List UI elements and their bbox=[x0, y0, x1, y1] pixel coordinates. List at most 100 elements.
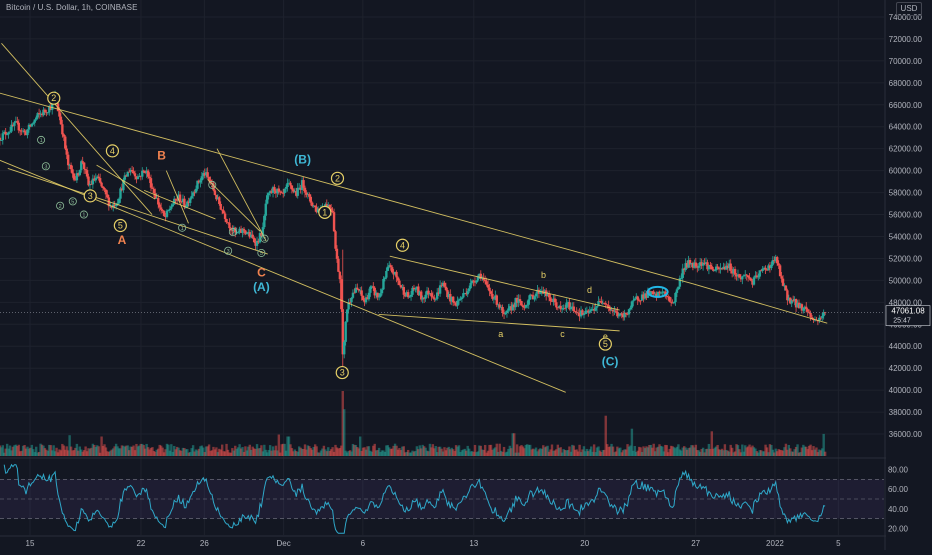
volume-bar bbox=[730, 447, 734, 456]
volume-bar bbox=[175, 446, 179, 456]
candle-body bbox=[738, 274, 741, 278]
candle-body bbox=[61, 124, 64, 135]
candle-body bbox=[751, 280, 754, 285]
volume-bar bbox=[390, 448, 394, 456]
candle-body bbox=[531, 295, 535, 300]
volume-bar bbox=[408, 452, 411, 456]
volume-bar bbox=[109, 450, 112, 456]
volume-bar bbox=[668, 448, 671, 456]
volume-bar bbox=[762, 451, 766, 456]
volume-bar bbox=[457, 445, 461, 456]
volume-bar bbox=[204, 446, 208, 456]
volume-bar bbox=[49, 445, 52, 456]
volume-bar bbox=[815, 447, 818, 456]
candle-body bbox=[700, 262, 703, 266]
volume-bar bbox=[483, 444, 487, 456]
candle-body bbox=[148, 176, 151, 179]
volume-bar bbox=[741, 444, 744, 456]
candle-body bbox=[610, 309, 613, 311]
candle-body bbox=[276, 188, 279, 194]
candle-body bbox=[620, 313, 623, 315]
candle-body bbox=[438, 285, 442, 294]
volume-bar bbox=[547, 451, 551, 456]
candle-body bbox=[754, 275, 757, 278]
candle-body bbox=[250, 234, 253, 238]
time-tick: 5 bbox=[836, 539, 841, 548]
volume-bar bbox=[125, 445, 128, 456]
volume-bar bbox=[334, 444, 337, 456]
candle-body bbox=[678, 278, 682, 287]
volume-bar bbox=[591, 451, 594, 456]
price-series bbox=[0, 90, 827, 369]
currency-button[interactable]: USD bbox=[896, 2, 922, 16]
volume-bar bbox=[794, 446, 798, 456]
volume-bar bbox=[456, 446, 459, 456]
volume-bar bbox=[466, 445, 469, 456]
candle-body bbox=[84, 169, 87, 171]
volume-bar bbox=[434, 446, 437, 456]
volume-bar bbox=[148, 449, 151, 456]
candle-body bbox=[664, 291, 667, 297]
candle-body bbox=[555, 302, 558, 308]
candle-body bbox=[23, 130, 26, 132]
volume-bar bbox=[714, 446, 718, 456]
candle-body bbox=[356, 287, 359, 290]
volume-bars bbox=[0, 391, 827, 456]
volume-bar bbox=[680, 450, 683, 456]
volume-bar bbox=[823, 451, 827, 456]
candle-body bbox=[271, 187, 275, 193]
candle-body bbox=[1, 133, 4, 141]
candle-body bbox=[39, 113, 42, 115]
candle-body bbox=[451, 296, 455, 303]
rsi-tick: 80.00 bbox=[888, 466, 909, 475]
volume-bar bbox=[533, 449, 536, 456]
candle-body bbox=[29, 124, 32, 127]
candle-body bbox=[33, 119, 36, 123]
price-tick: 42000.00 bbox=[889, 364, 923, 373]
volume-bar bbox=[189, 452, 192, 456]
candle-body bbox=[764, 267, 767, 270]
candle-body bbox=[173, 198, 176, 205]
volume-bar bbox=[286, 436, 289, 456]
candle-body bbox=[370, 286, 374, 288]
volume-bar bbox=[662, 451, 666, 456]
candle-body bbox=[20, 130, 23, 132]
candle-body bbox=[489, 291, 493, 294]
volume-bar bbox=[282, 443, 285, 456]
volume-bar bbox=[569, 451, 573, 456]
volume-bar bbox=[571, 444, 574, 456]
volume-bar bbox=[303, 444, 307, 456]
candle-body bbox=[667, 296, 670, 298]
candle-body bbox=[255, 240, 259, 246]
volume-bar bbox=[7, 448, 10, 456]
candle-body bbox=[344, 321, 347, 342]
candle-body bbox=[366, 297, 369, 300]
candle-body bbox=[296, 187, 299, 196]
candle-body bbox=[405, 292, 408, 297]
candle-body bbox=[539, 291, 542, 294]
volume-bar bbox=[277, 434, 281, 456]
volume-bar bbox=[309, 448, 313, 456]
volume-bar bbox=[773, 452, 776, 456]
candle-body bbox=[37, 113, 41, 114]
wave-label: 4 bbox=[110, 146, 115, 156]
volume-bar bbox=[299, 447, 302, 456]
candle-body bbox=[353, 292, 356, 294]
candle-body bbox=[761, 268, 764, 271]
volume-bar bbox=[53, 451, 57, 456]
candle-body bbox=[486, 284, 490, 288]
volume-bar bbox=[582, 446, 586, 456]
volume-bar bbox=[363, 447, 366, 456]
candle-body bbox=[393, 271, 397, 275]
volume-bar bbox=[305, 449, 308, 456]
volume-bar bbox=[632, 450, 635, 456]
volume-bar bbox=[174, 449, 177, 456]
rsi-line bbox=[3, 463, 826, 534]
candle-body bbox=[693, 262, 696, 268]
volume-bar bbox=[790, 451, 793, 456]
candle-body bbox=[232, 227, 236, 231]
candle-body bbox=[414, 288, 417, 290]
candle-body bbox=[374, 292, 378, 296]
volume-bar bbox=[572, 445, 575, 456]
